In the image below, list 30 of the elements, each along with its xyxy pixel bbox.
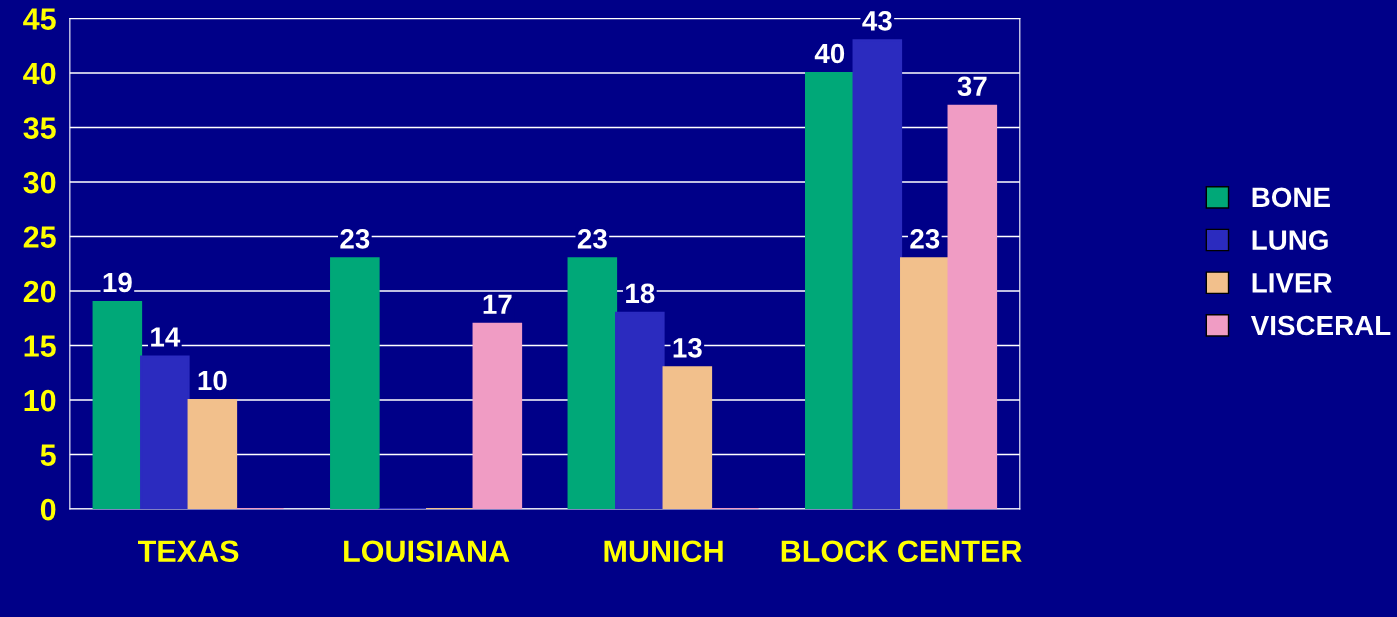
y-tick-label: 0 (40, 498, 56, 521)
data-label: 43 (862, 10, 892, 31)
y-tick-label: 5 (40, 444, 56, 466)
data-label: 19 (103, 272, 132, 293)
data-label: 23 (577, 228, 607, 249)
y-tick-label: 25 (23, 226, 56, 248)
data-label: 14 (151, 327, 181, 347)
data-label: 17 (483, 294, 512, 314)
x-tick-label: TEXAS (138, 540, 239, 563)
y-tick-label: 15 (24, 335, 56, 357)
legend-label: LUNG (1252, 230, 1328, 250)
data-label: 10 (198, 370, 227, 391)
x-tick-label: MUNICH (604, 540, 723, 563)
data-label: 18 (626, 283, 655, 304)
data-label: 23 (340, 228, 370, 249)
x-tick-label: LOUISIANA (344, 540, 510, 563)
legend-label: BONE (1252, 187, 1330, 208)
y-tick-label: 10 (24, 389, 56, 412)
y-tick-label: 40 (23, 62, 56, 85)
data-label: 13 (673, 337, 702, 358)
legend-label: VISCERAL (1250, 315, 1391, 336)
y-tick-label: 20 (23, 280, 56, 303)
y-tick-label: 45 (23, 8, 56, 30)
data-label: 37 (957, 76, 987, 97)
data-label: 23 (910, 228, 940, 249)
x-tick-label: BLOCK CENTER (781, 540, 1022, 563)
legend-label: LIVER (1252, 273, 1332, 293)
data-label: 40 (814, 43, 845, 64)
y-tick-label: 30 (23, 171, 56, 194)
y-tick-label: 35 (23, 117, 56, 139)
